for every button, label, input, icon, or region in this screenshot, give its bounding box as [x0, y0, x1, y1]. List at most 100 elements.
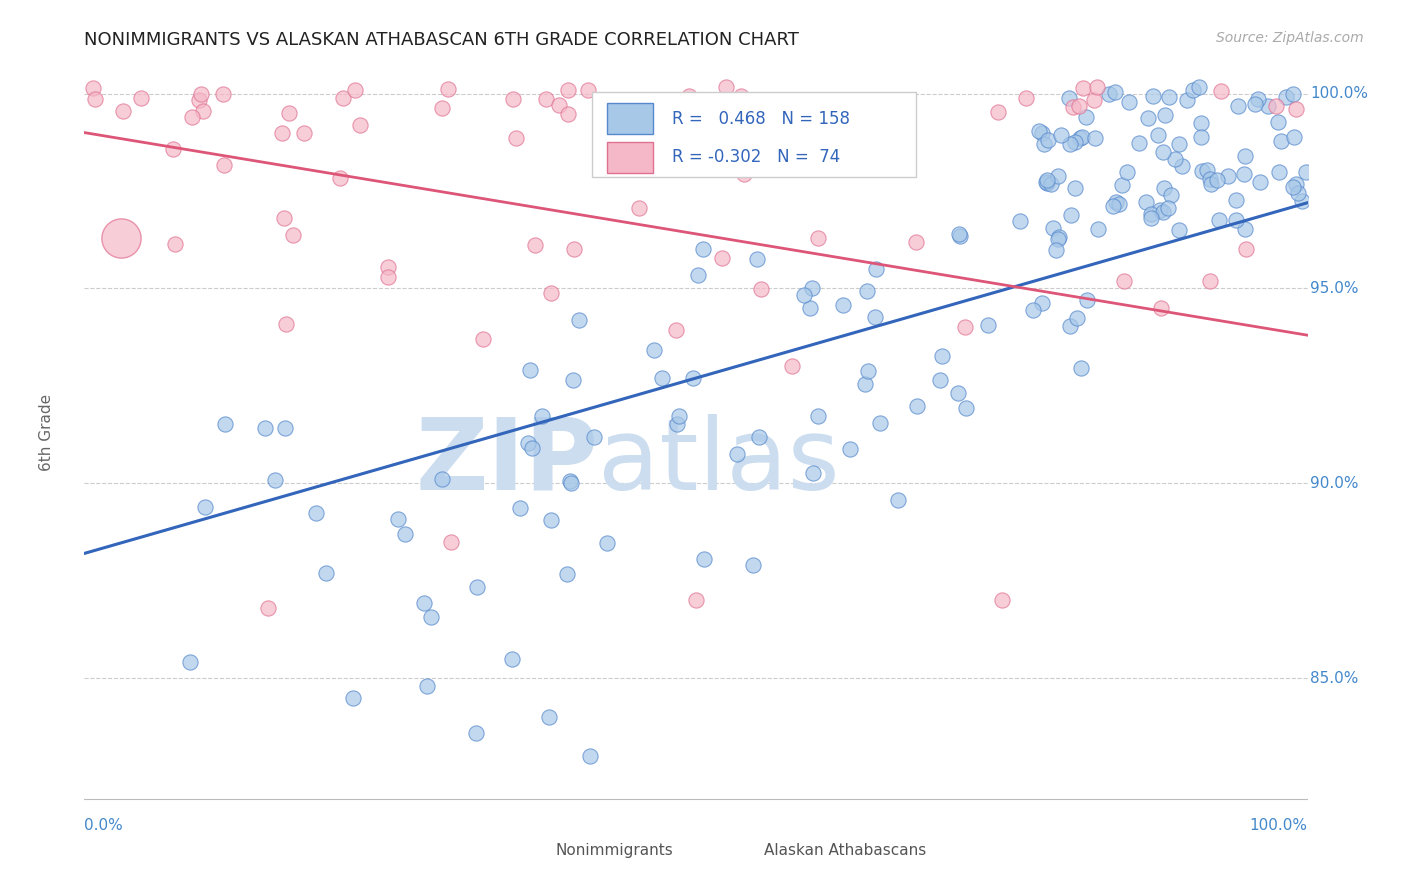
Point — [519, 363, 541, 377]
Point — [1036, 133, 1059, 147]
Point — [1164, 152, 1187, 166]
Point — [576, 83, 599, 97]
Point — [977, 318, 1000, 332]
Text: Alaskan Athabascans: Alaskan Athabascans — [765, 844, 927, 858]
Point — [273, 211, 295, 225]
Point — [558, 474, 581, 488]
Point — [1085, 80, 1108, 95]
Point — [1216, 169, 1239, 183]
Point — [905, 399, 928, 413]
Point — [509, 501, 531, 516]
Point — [191, 103, 214, 118]
Point — [181, 110, 204, 124]
Point — [751, 95, 773, 110]
Point — [745, 252, 768, 266]
Point — [420, 609, 443, 624]
Point — [1198, 171, 1220, 186]
Point — [853, 377, 876, 392]
Point — [717, 96, 740, 111]
Point — [1168, 136, 1191, 151]
Point — [725, 446, 748, 460]
Text: 6th Grade: 6th Grade — [39, 394, 53, 471]
Text: 85.0%: 85.0% — [1310, 671, 1358, 686]
Point — [277, 105, 299, 120]
Point — [568, 313, 591, 327]
Point — [1286, 186, 1309, 201]
Text: 95.0%: 95.0% — [1310, 281, 1358, 296]
Point — [1156, 202, 1178, 216]
Point — [540, 513, 562, 527]
Point — [582, 430, 605, 444]
Point — [329, 170, 352, 185]
Point — [253, 421, 276, 435]
Point — [1084, 130, 1107, 145]
Point — [1118, 95, 1140, 110]
Point — [896, 102, 918, 116]
Point — [502, 91, 524, 105]
Point — [387, 512, 409, 526]
Point — [1076, 110, 1098, 124]
Point — [292, 126, 315, 140]
Point — [1015, 91, 1038, 105]
Point — [1206, 173, 1229, 187]
Point — [465, 580, 488, 594]
Point — [1226, 98, 1249, 112]
Point — [1295, 165, 1317, 179]
Point — [1159, 90, 1181, 104]
Point — [931, 349, 953, 363]
Point — [538, 710, 561, 724]
Point — [557, 83, 579, 97]
Point — [1087, 222, 1109, 236]
Point — [1291, 194, 1313, 208]
Point — [1152, 145, 1174, 159]
Point — [599, 161, 621, 176]
Point — [1247, 92, 1270, 106]
Point — [1191, 116, 1213, 130]
Point — [1036, 173, 1059, 187]
Point — [1285, 177, 1308, 191]
Point — [1167, 222, 1189, 236]
Point — [1031, 127, 1053, 141]
Point — [332, 91, 354, 105]
Point — [557, 107, 579, 121]
Point — [1199, 178, 1222, 192]
Point — [1160, 188, 1182, 202]
Point — [862, 95, 884, 109]
Point — [1281, 87, 1303, 101]
Point — [782, 359, 804, 374]
Point — [1057, 91, 1080, 105]
Point — [1083, 93, 1105, 107]
Text: 90.0%: 90.0% — [1310, 475, 1358, 491]
Point — [1050, 128, 1073, 142]
Point — [1047, 229, 1070, 244]
Point — [905, 235, 928, 249]
Point — [1036, 177, 1059, 191]
Point — [1135, 195, 1157, 210]
Point — [394, 527, 416, 541]
Point — [211, 87, 233, 101]
Point — [560, 476, 582, 491]
Point — [831, 298, 853, 312]
Point — [1066, 310, 1088, 325]
Point — [1198, 274, 1220, 288]
Point — [710, 251, 733, 265]
Point — [540, 285, 562, 300]
Point — [1028, 123, 1050, 137]
Point — [1102, 198, 1125, 212]
Point — [1047, 169, 1070, 183]
Point — [1098, 87, 1121, 102]
Point — [865, 262, 887, 277]
Point — [948, 227, 970, 241]
Point — [349, 118, 371, 132]
Point — [257, 601, 280, 615]
Point — [1076, 293, 1098, 308]
Point — [1033, 137, 1056, 152]
Text: atlas: atlas — [598, 414, 839, 511]
Point — [440, 534, 463, 549]
Point — [807, 409, 830, 423]
Point — [1225, 193, 1247, 207]
Point — [163, 236, 186, 251]
Point — [665, 417, 688, 432]
Point — [1040, 178, 1063, 192]
Point — [110, 231, 132, 245]
